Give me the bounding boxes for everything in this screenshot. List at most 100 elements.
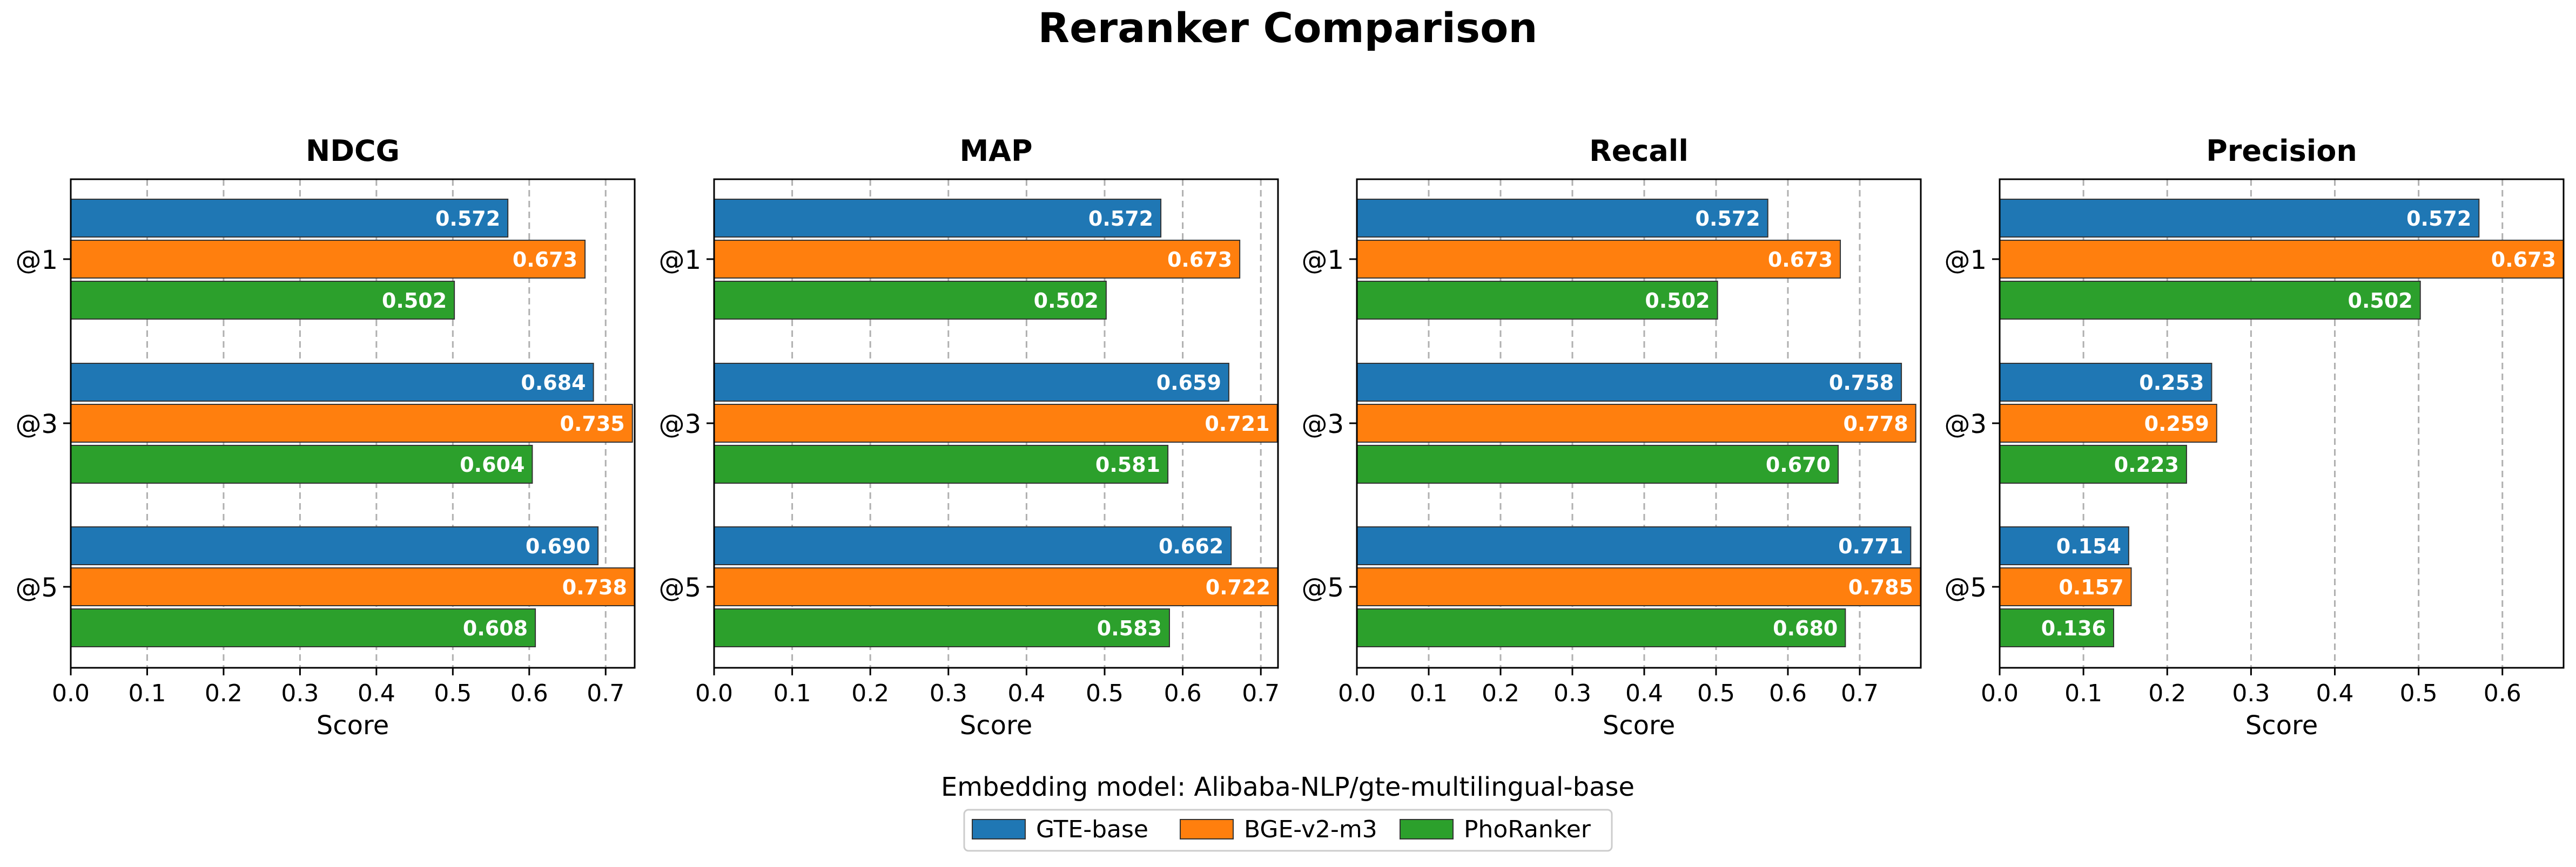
bar-phoranker-at1: [714, 281, 1107, 320]
bar-phoranker-at5: [70, 608, 536, 647]
bar-bge-v2-m3-at1: [714, 240, 1241, 279]
bar-value-label: 0.721: [1205, 412, 1269, 436]
y-tick-label: @3: [15, 409, 58, 439]
bar-bge-v2-m3-at3: [1356, 404, 1916, 443]
bar-value-label: 0.673: [513, 248, 577, 272]
x-tick-label: 0.5: [1086, 680, 1124, 707]
bar-bge-v2-m3-at3: [70, 404, 633, 443]
y-tick-label: @5: [658, 573, 701, 603]
x-tick-label: 0.4: [1007, 680, 1045, 707]
plot-frame: [1999, 178, 2565, 669]
bar-value-label: 0.604: [460, 453, 524, 477]
bar-value-label: 0.502: [382, 289, 447, 313]
bar-value-label: 0.608: [463, 617, 528, 640]
bar-value-label: 0.154: [2056, 534, 2121, 558]
figure-title: Reranker Comparison: [1038, 4, 1538, 52]
x-tick-label: 0.6: [1164, 680, 1202, 707]
bar-phoranker-at3: [70, 445, 533, 484]
x-tick-label: 0.4: [1625, 680, 1663, 707]
bar-gte-base-at5: [70, 526, 599, 565]
bar-phoranker-at3: [1356, 445, 1839, 484]
x-tick-label: 0.3: [281, 680, 319, 707]
bar-phoranker-at1: [1356, 281, 1718, 320]
legend-swatch-gte-base: [972, 819, 1026, 839]
bar-value-label: 0.690: [526, 534, 590, 558]
y-tick-label: @5: [1301, 573, 1344, 603]
subplot-title: Precision: [2206, 134, 2357, 168]
bar-phoranker-at3: [714, 445, 1169, 484]
bar-phoranker-at5: [714, 608, 1171, 647]
chart-panel-precision: Precision 0.572 0.673 0.502 @1 0.253 0.259 0.22…: [1944, 134, 2565, 741]
x-tick-label: 0.5: [1697, 680, 1735, 707]
bar-bge-v2-m3-at3: [1999, 404, 2217, 443]
x-tick-label: 0.0: [52, 680, 90, 707]
x-axis-label: Score: [2245, 710, 2318, 741]
bar-value-label: 0.572: [1696, 207, 1760, 231]
chart-panel-ndcg: NDCG 0.572 0.673 0.502 @1 0.684 0.735 0.604 @3 0.…: [15, 134, 636, 741]
bar-value-label: 0.735: [560, 412, 625, 436]
chart-panel-map: MAP 0.572 0.673 0.502 @1 0.659 0.721 0.581 @3 0.6…: [658, 134, 1280, 741]
bar-gte-base-at5: [1999, 526, 2129, 565]
x-tick-label: 0.7: [587, 680, 624, 707]
y-tick-label: @1: [1301, 245, 1344, 275]
legend-items: GTE-base BGE-v2-m3 PhoRanker: [972, 816, 1591, 843]
x-tick-label: 0.0: [695, 680, 733, 707]
bar-phoranker-at3: [1999, 445, 2187, 484]
x-tick-label: 0.3: [1553, 680, 1591, 707]
x-tick-label: 0.5: [2400, 680, 2438, 707]
legend-label: BGE-v2-m3: [1244, 816, 1377, 843]
y-tick-label: @5: [15, 573, 58, 603]
bar-value-label: 0.583: [1097, 617, 1162, 640]
x-tick-label: 0.4: [2316, 680, 2354, 707]
bar-value-label: 0.738: [562, 575, 627, 599]
legend-swatch-phoranker: [1400, 819, 1454, 839]
x-axis-label: Score: [317, 710, 389, 741]
y-tick-label: @1: [658, 245, 701, 275]
bar-value-label: 0.502: [2348, 289, 2413, 313]
x-tick-label: 0.3: [2232, 680, 2270, 707]
bar-gte-base-at5: [714, 526, 1232, 565]
bar-value-label: 0.157: [2059, 575, 2123, 599]
plot-frame: [70, 178, 636, 669]
bar-gte-base-at1: [1999, 199, 2480, 238]
plot-frame: [1356, 178, 1922, 669]
x-axis-label: Score: [960, 710, 1032, 741]
bar-phoranker-at1: [1999, 281, 2421, 320]
bar-gte-base-at3: [70, 363, 594, 402]
y-tick-label: @3: [1301, 409, 1344, 439]
bar-value-label: 0.670: [1766, 453, 1831, 477]
bar-value-label: 0.684: [521, 371, 586, 395]
bar-value-label: 0.771: [1838, 534, 1903, 558]
x-tick-label: 0.6: [2484, 680, 2521, 707]
legend: Embedding model: Alibaba-NLP/gte-multili…: [941, 772, 1635, 852]
x-tick-label: 0.1: [1410, 680, 1448, 707]
bar-bge-v2-m3-at5: [714, 567, 1279, 606]
y-tick-label: @3: [1944, 409, 1987, 439]
legend-label: PhoRanker: [1464, 816, 1591, 843]
bar-value-label: 0.659: [1156, 371, 1221, 395]
chart-panels: NDCG 0.572 0.673 0.502 @1 0.684 0.735 0.604 @3 0.…: [15, 134, 2565, 741]
chart-panel-recall: Recall 0.572 0.673 0.502 @1 0.758 0.778 0.670 @3…: [1301, 134, 1922, 741]
bar-value-label: 0.680: [1773, 617, 1838, 640]
x-tick-label: 0.2: [205, 680, 243, 707]
bar-phoranker-at5: [1356, 608, 1846, 647]
x-tick-label: 0.6: [1769, 680, 1807, 707]
subplot-title: NDCG: [306, 134, 400, 168]
bar-gte-base-at5: [1356, 526, 1912, 565]
x-tick-label: 0.2: [1482, 680, 1519, 707]
x-tick-label: 0.6: [510, 680, 548, 707]
y-tick-label: @5: [1944, 573, 1987, 603]
bar-value-label: 0.223: [2114, 453, 2179, 477]
bar-value-label: 0.662: [1159, 534, 1223, 558]
bar-bge-v2-m3-at1: [1356, 240, 1841, 279]
bar-bge-v2-m3-at1: [1999, 240, 2564, 279]
bar-value-label: 0.673: [1768, 248, 1833, 272]
bar-value-label: 0.136: [2041, 617, 2106, 640]
plot-frame: [713, 178, 1279, 669]
bar-value-label: 0.253: [2139, 371, 2204, 395]
x-tick-label: 0.1: [2064, 680, 2102, 707]
bar-value-label: 0.502: [1034, 289, 1099, 313]
bar-value-label: 0.673: [1167, 248, 1232, 272]
bar-bge-v2-m3-at5: [70, 567, 635, 606]
